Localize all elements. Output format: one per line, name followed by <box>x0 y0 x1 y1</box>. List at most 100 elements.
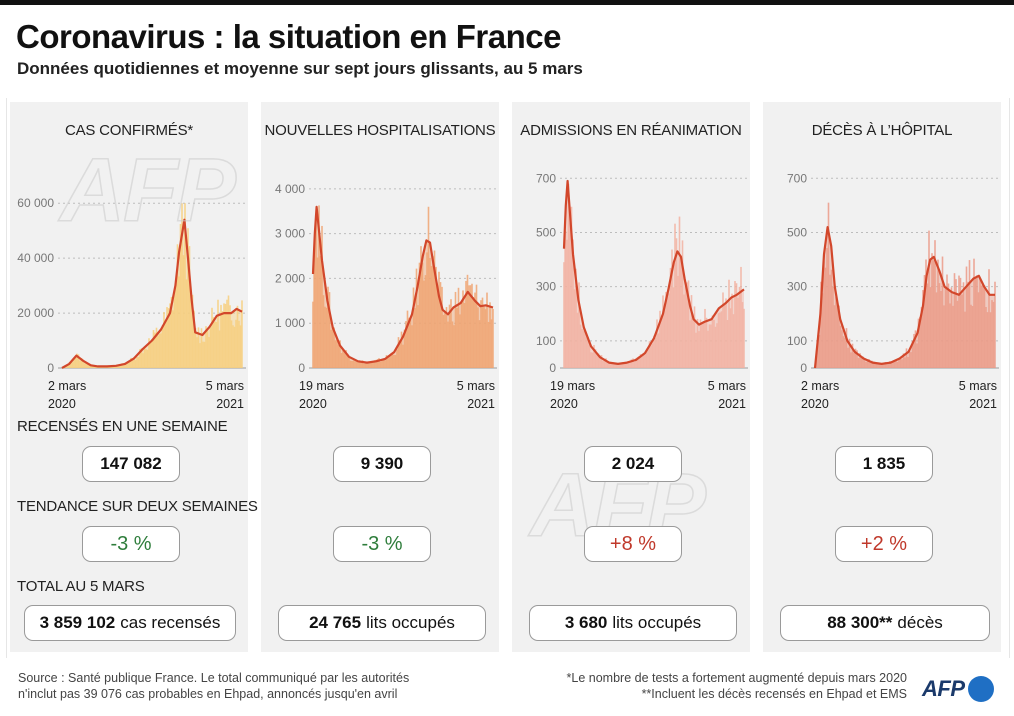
daily-bar <box>863 359 866 368</box>
daily-bar <box>330 329 332 368</box>
daily-bar <box>474 292 476 368</box>
daily-bar <box>593 344 595 368</box>
daily-bar <box>690 295 693 368</box>
daily-bar <box>844 337 846 368</box>
daily-bar <box>689 320 691 368</box>
daily-bar <box>654 337 657 368</box>
daily-bar <box>666 297 669 368</box>
daily-bar <box>720 311 723 368</box>
date-start-label: 19 mars <box>550 379 595 393</box>
daily-bar <box>131 358 134 368</box>
daily-bar <box>124 362 126 368</box>
daily-bar <box>206 330 209 368</box>
daily-bar <box>865 361 867 368</box>
daily-bar <box>191 294 194 368</box>
daily-bar <box>950 287 953 368</box>
daily-bar <box>178 276 180 368</box>
daily-bar <box>349 360 352 368</box>
daily-bar <box>77 354 80 368</box>
daily-bar <box>572 239 574 368</box>
daily-bar <box>920 307 923 368</box>
daily-bar <box>212 317 215 368</box>
row-label-trend: TENDANCE SUR DEUX SEMAINES <box>17 498 258 515</box>
daily-bar <box>938 283 941 368</box>
date-end-year: 2021 <box>216 397 244 411</box>
footnote: *Le nombre de tests a fortement augmenté… <box>566 671 907 685</box>
daily-bar <box>331 324 334 368</box>
daily-bar <box>149 342 152 368</box>
daily-bar <box>134 360 137 368</box>
daily-bar <box>408 317 410 368</box>
daily-bar <box>949 303 951 368</box>
daily-bar <box>817 335 819 368</box>
daily-bar <box>441 286 443 368</box>
daily-bar <box>79 360 81 368</box>
daily-bar <box>590 352 592 368</box>
daily-bar <box>830 269 833 368</box>
chart-deaths: 0 100 300 500 700 2 mars 2020 5 mars 2021 <box>787 171 999 411</box>
daily-bar <box>405 321 407 368</box>
daily-bar <box>564 231 567 368</box>
panel-title: DÉCÈS À L’HÔPITAL <box>811 122 953 139</box>
daily-bar <box>609 364 612 368</box>
daily-bar <box>835 297 837 368</box>
daily-bar <box>893 360 896 368</box>
row-label-weekly: RECENSÉS EN UNE SEMAINE <box>17 418 228 435</box>
daily-bar <box>451 321 454 368</box>
daily-bar <box>460 301 463 368</box>
daily-bar <box>732 314 735 368</box>
daily-bar <box>623 363 625 368</box>
daily-bar <box>911 340 914 368</box>
daily-bar <box>70 362 72 368</box>
daily-bar <box>859 353 861 368</box>
daily-bar <box>387 356 389 368</box>
daily-bar <box>641 355 643 368</box>
daily-bar <box>73 358 75 368</box>
daily-bar <box>701 322 703 368</box>
daily-bar <box>851 343 854 368</box>
daily-bar <box>570 206 573 368</box>
daily-bar <box>312 301 314 368</box>
daily-bar <box>357 362 359 368</box>
daily-bar <box>743 308 745 368</box>
daily-bar <box>653 335 655 368</box>
daily-bar <box>632 358 634 368</box>
daily-bar <box>367 361 370 368</box>
daily-bar <box>737 297 739 368</box>
panel-icu: ADMISSIONS EN RÉANIMATION 0 100 300 500 700 1… <box>512 102 750 652</box>
daily-bar <box>471 283 473 368</box>
daily-bar <box>847 347 849 368</box>
daily-bar <box>226 299 228 368</box>
daily-bar <box>708 324 711 368</box>
daily-bar <box>866 360 869 368</box>
daily-bar <box>582 330 585 368</box>
daily-bar <box>157 335 159 368</box>
date-start-label: 2 mars <box>48 379 86 393</box>
daily-bar <box>600 355 603 368</box>
daily-bar <box>856 350 858 368</box>
daily-bar <box>992 301 995 368</box>
daily-bar <box>705 317 708 368</box>
daily-bar <box>148 338 150 368</box>
panel-hospitalisations: NOUVELLES HOSPITALISATIONS 0 1 000 2 000 3 … <box>261 102 499 652</box>
daily-bar <box>348 357 350 368</box>
daily-bar <box>967 281 969 368</box>
daily-bar <box>187 228 189 368</box>
daily-bar <box>480 300 482 368</box>
daily-bar <box>955 279 957 368</box>
daily-bar <box>650 345 652 368</box>
daily-bar <box>477 307 479 368</box>
daily-bar <box>602 360 604 368</box>
daily-bar <box>656 319 658 368</box>
daily-bar <box>886 363 888 368</box>
daily-bar <box>971 305 974 368</box>
date-end-label: 5 mars <box>959 379 997 393</box>
daily-bar <box>324 306 326 368</box>
daily-bar <box>384 360 386 368</box>
daily-bar <box>908 350 911 368</box>
daily-bar <box>333 327 335 368</box>
daily-bar <box>965 266 968 368</box>
daily-bar <box>740 266 742 368</box>
daily-bar <box>429 257 431 368</box>
daily-bar <box>409 318 412 368</box>
